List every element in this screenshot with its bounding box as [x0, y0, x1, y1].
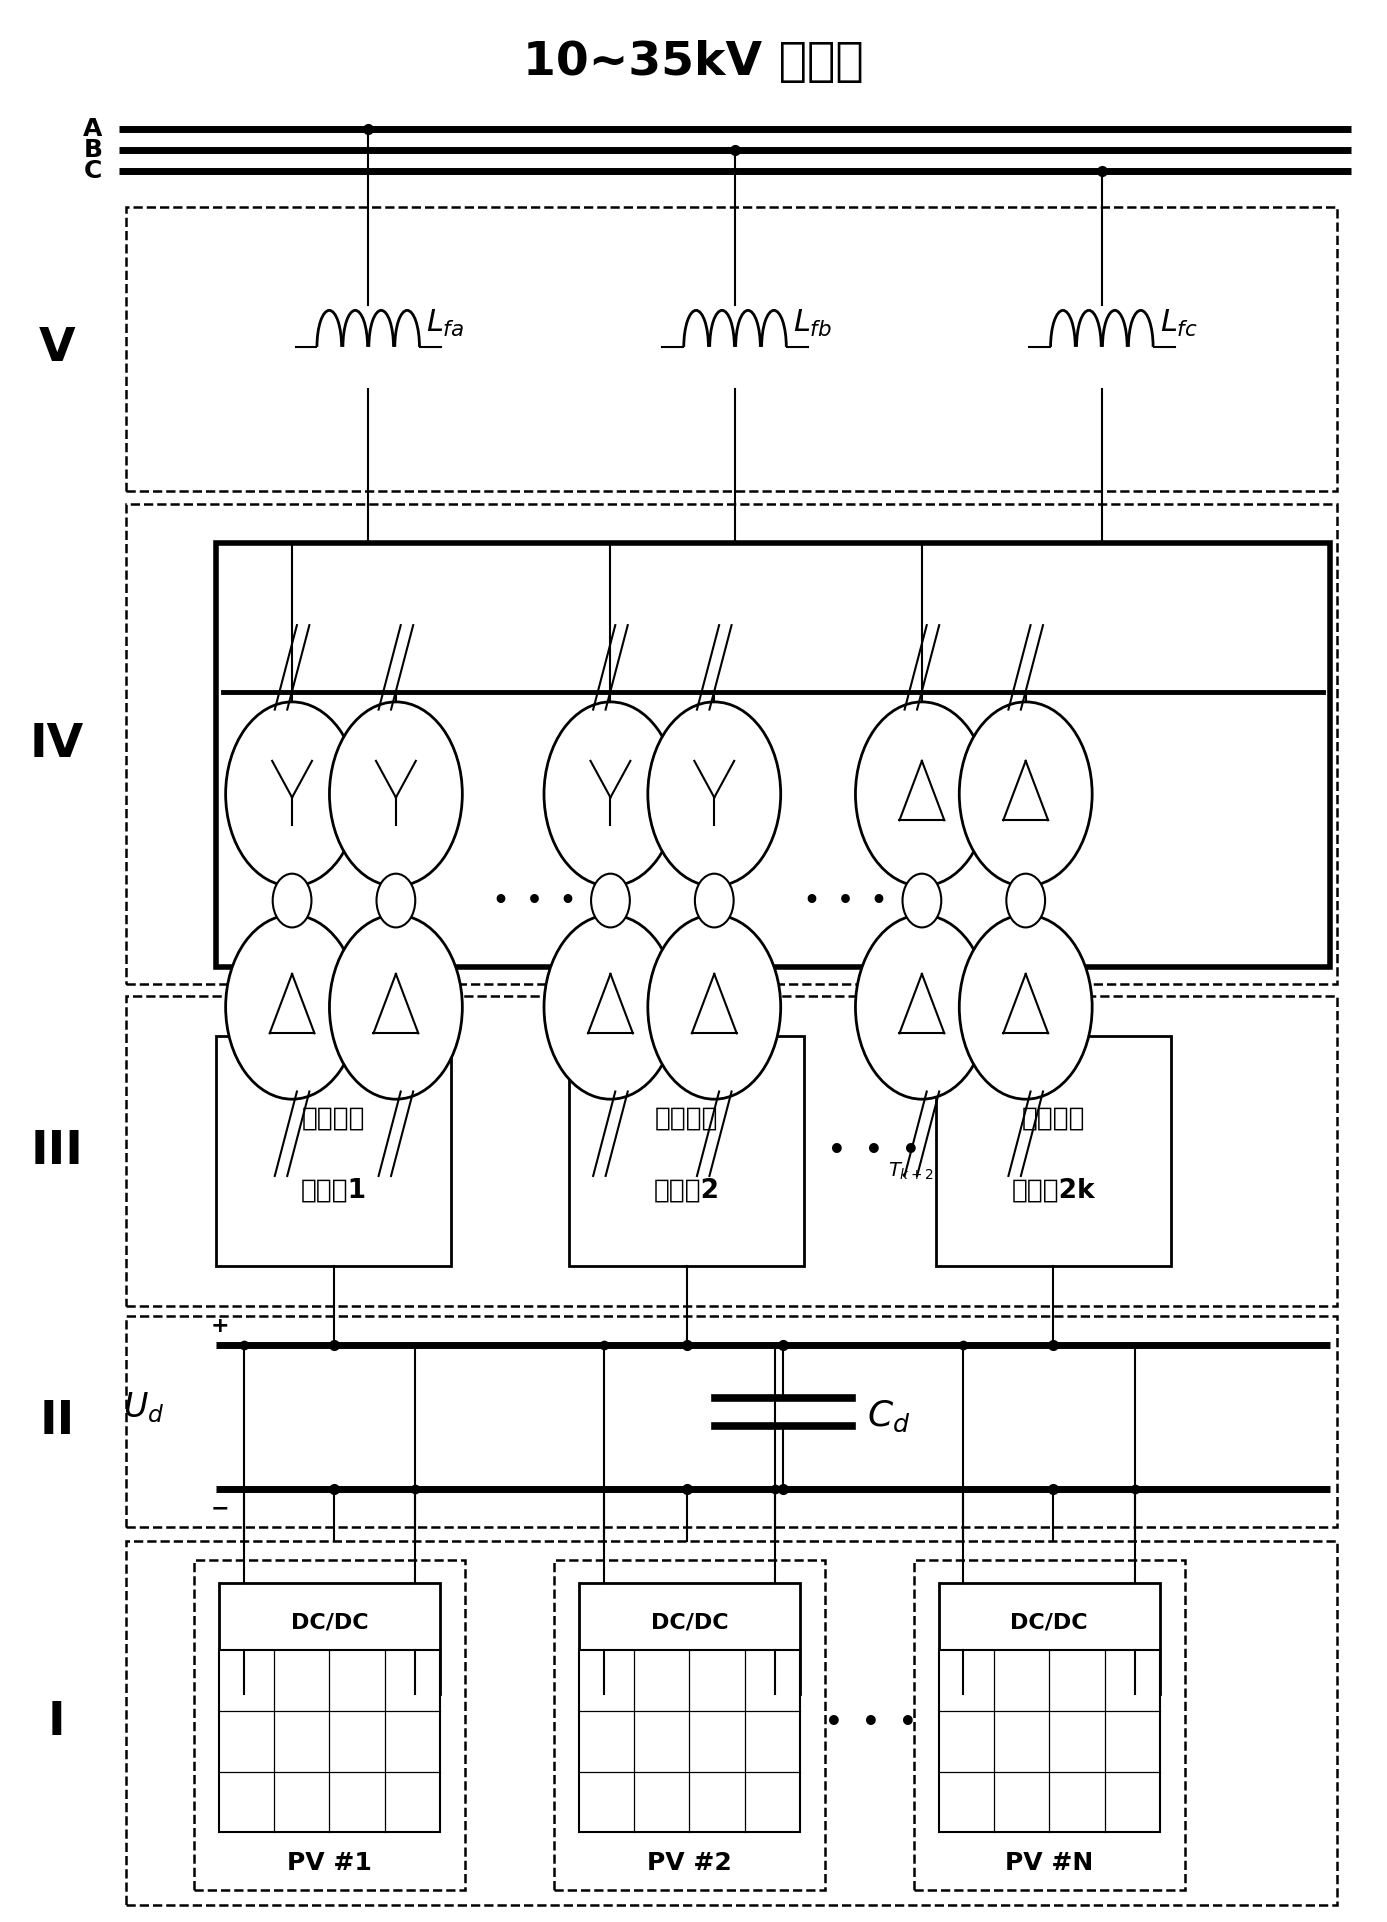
Text: 变换器1: 变换器1 [301, 1661, 358, 1680]
Text: $T_{k+2}$: $T_{k+2}$ [888, 1161, 933, 1182]
Text: $L_{fb}$: $L_{fb}$ [793, 308, 832, 340]
Text: +: + [595, 1707, 612, 1726]
Circle shape [544, 915, 677, 1099]
Text: $T_2$: $T_2$ [374, 1161, 395, 1182]
FancyBboxPatch shape [578, 1584, 800, 1693]
FancyBboxPatch shape [578, 1649, 800, 1832]
Text: $L_{fa}$: $L_{fa}$ [426, 308, 465, 340]
Text: III: III [31, 1128, 83, 1174]
Text: −: − [1126, 1707, 1143, 1726]
Text: $U_d$: $U_d$ [123, 1390, 165, 1424]
Text: A: A [83, 117, 103, 140]
Text: 逆变器2: 逆变器2 [653, 1176, 720, 1203]
Text: DC/DC: DC/DC [291, 1613, 369, 1634]
Circle shape [903, 875, 942, 928]
Circle shape [544, 702, 677, 886]
Text: −: − [211, 1497, 229, 1518]
Text: C: C [85, 160, 103, 183]
Circle shape [226, 702, 358, 886]
Text: 三相方波: 三相方波 [1022, 1105, 1085, 1132]
FancyBboxPatch shape [216, 542, 1330, 967]
Circle shape [1007, 875, 1044, 928]
Text: •  •  •: • • • [804, 888, 888, 913]
Text: I: I [49, 1701, 65, 1745]
Circle shape [648, 915, 781, 1099]
Circle shape [226, 915, 358, 1099]
Circle shape [376, 875, 415, 928]
Circle shape [591, 875, 630, 928]
Circle shape [960, 915, 1092, 1099]
Text: PV #2: PV #2 [646, 1851, 732, 1874]
Text: 三相方波: 三相方波 [655, 1105, 718, 1132]
Circle shape [695, 875, 734, 928]
Text: IV: IV [29, 721, 83, 767]
Circle shape [960, 702, 1092, 886]
Text: −: − [406, 1707, 423, 1726]
FancyBboxPatch shape [569, 1036, 804, 1267]
Text: PV #1: PV #1 [287, 1851, 372, 1874]
FancyBboxPatch shape [219, 1584, 440, 1693]
Text: •  •  •: • • • [825, 1709, 917, 1737]
FancyBboxPatch shape [939, 1649, 1160, 1832]
Text: $C_d$: $C_d$ [867, 1399, 911, 1434]
FancyBboxPatch shape [939, 1584, 1160, 1693]
FancyBboxPatch shape [936, 1036, 1171, 1267]
Text: DC/DC: DC/DC [651, 1613, 728, 1634]
Text: $T_1$: $T_1$ [270, 1161, 291, 1182]
Text: 逆变器2k: 逆变器2k [1011, 1176, 1096, 1203]
Text: •  •  •: • • • [492, 888, 576, 913]
Text: +: + [211, 1317, 229, 1336]
Circle shape [330, 915, 462, 1099]
Text: +: + [956, 1707, 972, 1726]
Text: 变换器2: 变换器2 [662, 1661, 717, 1680]
Text: •  •  •: • • • [828, 1138, 920, 1165]
Text: V: V [39, 327, 75, 371]
Circle shape [273, 875, 312, 928]
FancyBboxPatch shape [216, 1036, 451, 1267]
Text: $T_{2k}$: $T_{2k}$ [999, 1161, 1031, 1182]
Text: PV #N: PV #N [1006, 1851, 1093, 1874]
FancyBboxPatch shape [219, 1649, 440, 1832]
Text: DC/DC: DC/DC [1011, 1613, 1087, 1634]
Circle shape [330, 702, 462, 886]
Circle shape [648, 702, 781, 886]
Text: 变换器N: 变换器N [1019, 1661, 1079, 1680]
Circle shape [856, 915, 989, 1099]
Text: 逆变器1: 逆变器1 [301, 1176, 366, 1203]
Text: B: B [83, 138, 103, 161]
Text: $T_k$: $T_k$ [588, 1161, 610, 1182]
Circle shape [856, 702, 989, 886]
Text: $L_{fc}$: $L_{fc}$ [1160, 308, 1198, 340]
Text: +: + [236, 1707, 252, 1726]
Text: 三相方波: 三相方波 [302, 1105, 365, 1132]
Text: −: − [767, 1707, 784, 1726]
Text: $T_{k+1}$: $T_{k+1}$ [680, 1161, 727, 1182]
Text: 10~35kV 配电网: 10~35kV 配电网 [523, 40, 864, 85]
Text: II: II [39, 1399, 75, 1443]
